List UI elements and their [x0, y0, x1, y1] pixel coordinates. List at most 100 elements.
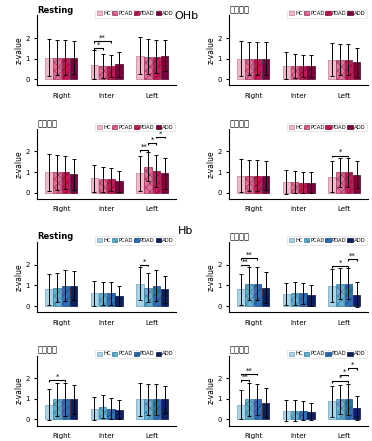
Bar: [336, 172, 344, 193]
Bar: [344, 172, 352, 193]
Text: **: **: [99, 35, 106, 41]
Bar: [161, 289, 169, 306]
Text: Hb: Hb: [178, 226, 194, 236]
Text: 인지과제: 인지과제: [229, 6, 249, 15]
Bar: [61, 172, 69, 193]
Bar: [144, 167, 152, 193]
Bar: [262, 176, 269, 193]
Bar: [99, 179, 106, 193]
Bar: [262, 59, 269, 79]
Bar: [107, 409, 115, 419]
Bar: [53, 399, 61, 419]
Bar: [153, 171, 160, 193]
Bar: [344, 60, 352, 79]
Bar: [144, 399, 152, 419]
Bar: [291, 182, 298, 193]
Bar: [136, 173, 144, 193]
Bar: [144, 288, 152, 306]
Bar: [328, 60, 336, 79]
Text: *: *: [159, 131, 162, 136]
Bar: [136, 56, 144, 79]
Bar: [254, 176, 261, 193]
Bar: [161, 56, 169, 79]
Bar: [307, 183, 315, 193]
Bar: [136, 284, 144, 306]
Bar: [91, 409, 98, 419]
Bar: [237, 404, 245, 419]
Y-axis label: z-value: z-value: [15, 263, 24, 291]
Text: 인지과제: 인지과제: [229, 232, 249, 241]
Text: **: **: [141, 144, 147, 149]
Y-axis label: z-value: z-value: [206, 150, 216, 178]
Bar: [283, 411, 290, 419]
Text: **: **: [246, 252, 253, 258]
Bar: [245, 284, 253, 306]
Bar: [107, 66, 115, 79]
Legend: HC, PCAD, PDAD, ADD: HC, PCAD, PDAD, ADD: [95, 123, 175, 131]
Bar: [53, 58, 61, 79]
Legend: HC, PCAD, PDAD, ADD: HC, PCAD, PDAD, ADD: [95, 10, 175, 18]
Legend: HC, PCAD, PDAD, ADD: HC, PCAD, PDAD, ADD: [95, 236, 175, 245]
Y-axis label: z-value: z-value: [15, 377, 24, 404]
Text: 언어과제: 언어과제: [229, 119, 249, 128]
Bar: [161, 399, 169, 419]
Bar: [254, 284, 261, 306]
Legend: HC, PCAD, PDAD, ADD: HC, PCAD, PDAD, ADD: [287, 236, 367, 245]
Bar: [45, 58, 53, 79]
Bar: [45, 404, 53, 419]
Bar: [237, 176, 245, 193]
Bar: [153, 56, 160, 79]
Bar: [328, 176, 336, 193]
Bar: [153, 286, 160, 306]
Bar: [307, 411, 315, 419]
Bar: [91, 65, 98, 79]
Bar: [245, 59, 253, 79]
Bar: [144, 56, 152, 79]
Bar: [353, 62, 360, 79]
Bar: [161, 173, 169, 193]
Bar: [344, 399, 352, 419]
Text: *: *: [339, 375, 342, 381]
Text: *: *: [97, 41, 100, 48]
Bar: [70, 58, 77, 79]
Bar: [53, 172, 61, 193]
Y-axis label: z-value: z-value: [15, 37, 24, 64]
Text: Resting: Resting: [37, 232, 73, 241]
Text: *: *: [339, 259, 342, 265]
Bar: [336, 399, 344, 419]
Text: *: *: [151, 137, 154, 143]
Text: *: *: [351, 362, 354, 368]
Bar: [237, 289, 245, 306]
Bar: [299, 411, 307, 419]
Bar: [307, 295, 315, 306]
Bar: [53, 288, 61, 306]
Bar: [336, 284, 344, 306]
Bar: [115, 296, 123, 306]
Legend: HC, PCAD, PDAD, ADD: HC, PCAD, PDAD, ADD: [287, 350, 367, 358]
Text: 기억과제: 기억과제: [37, 346, 57, 355]
Legend: HC, PCAD, PDAD, ADD: HC, PCAD, PDAD, ADD: [287, 10, 367, 18]
Legend: HC, PCAD, PDAD, ADD: HC, PCAD, PDAD, ADD: [287, 123, 367, 131]
Bar: [153, 399, 160, 419]
Bar: [45, 289, 53, 306]
Y-axis label: z-value: z-value: [15, 150, 24, 178]
Bar: [45, 172, 53, 193]
Bar: [245, 399, 253, 419]
Bar: [291, 293, 298, 306]
Bar: [344, 284, 352, 306]
Bar: [61, 58, 69, 79]
Bar: [99, 407, 106, 419]
Bar: [262, 288, 269, 306]
Bar: [61, 399, 69, 419]
Bar: [245, 176, 253, 193]
Bar: [70, 174, 77, 193]
Bar: [299, 66, 307, 79]
Bar: [136, 399, 144, 419]
Y-axis label: z-value: z-value: [206, 37, 216, 64]
Bar: [291, 411, 298, 419]
Bar: [99, 66, 106, 79]
Bar: [61, 286, 69, 306]
Bar: [353, 175, 360, 193]
Bar: [91, 293, 98, 306]
Bar: [254, 59, 261, 79]
